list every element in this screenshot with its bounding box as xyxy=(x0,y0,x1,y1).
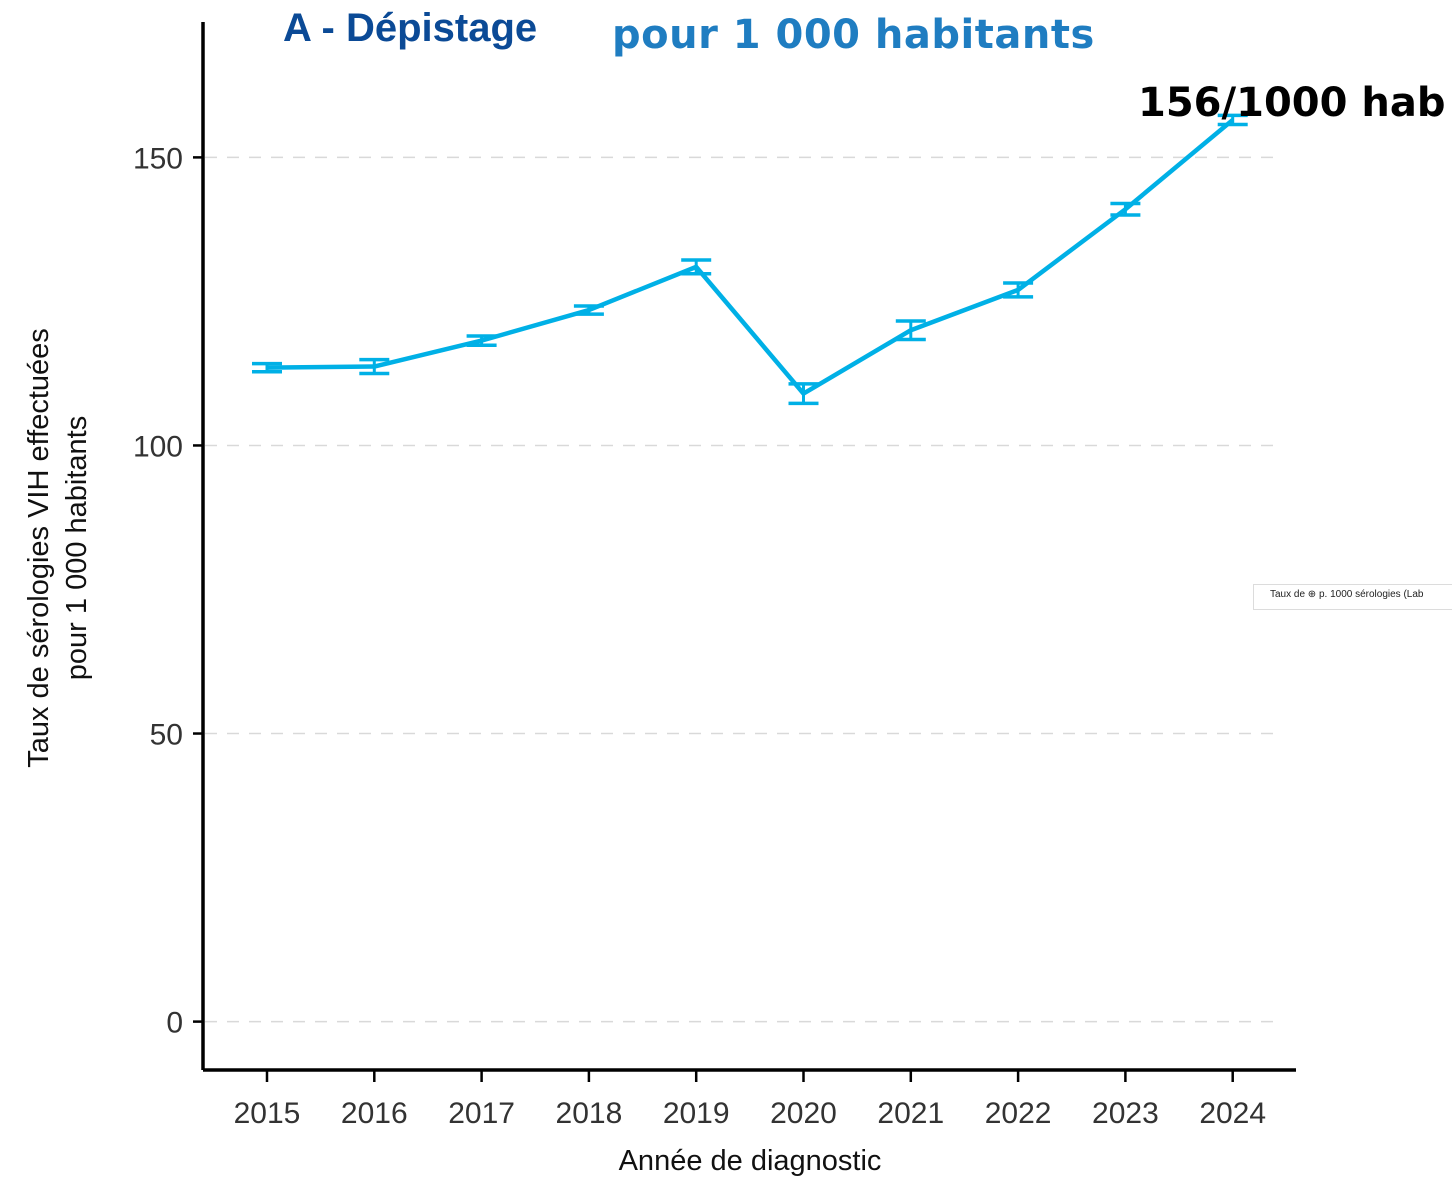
chart-title: A - Dépistage xyxy=(283,6,538,50)
axes xyxy=(201,22,1296,1072)
y-axis-label-line2: pour 1 000 habitants xyxy=(61,415,93,681)
x-tick-label: 2023 xyxy=(1092,1097,1159,1130)
error-bar xyxy=(359,357,390,376)
y-tick-label: 0 xyxy=(166,1007,183,1040)
series-line-group xyxy=(252,113,1248,406)
x-tick-label: 2016 xyxy=(341,1097,408,1130)
error-bar xyxy=(788,382,819,406)
error-bar xyxy=(1003,281,1034,299)
series-line xyxy=(266,118,1235,396)
x-tick-label: 2015 xyxy=(234,1097,301,1130)
x-tick-label: 2022 xyxy=(985,1097,1052,1130)
x-tick-label: 2019 xyxy=(663,1097,730,1130)
x-tick-label: 2020 xyxy=(770,1097,837,1130)
x-tick-label: 2021 xyxy=(877,1097,944,1130)
y-axis-ticks: 0 50 100 150 xyxy=(133,142,203,1040)
y-tick-label: 150 xyxy=(133,142,183,175)
y-tick-label: 100 xyxy=(133,430,183,463)
x-axis-ticks: 2015 2016 2017 2018 2019 2020 2021 2022 2023 2024 xyxy=(234,1070,1266,1130)
value-annotation: 156/1000 hab xyxy=(1138,80,1446,126)
error-bar xyxy=(466,334,497,347)
error-bar xyxy=(681,258,712,276)
error-bar xyxy=(1110,201,1141,217)
x-tick-label: 2018 xyxy=(556,1097,623,1130)
error-bar xyxy=(252,361,282,374)
y-tick-label: 50 xyxy=(150,719,183,752)
x-tick-label: 2017 xyxy=(448,1097,515,1130)
x-axis-label: Année de diagnostic xyxy=(618,1145,882,1177)
chart-subtitle: pour 1 000 habitants xyxy=(612,12,1095,58)
error-bar xyxy=(1217,113,1248,127)
error-bar xyxy=(895,319,926,342)
error-bar xyxy=(573,304,604,316)
y-axis-label: Taux de sérologies VIH effectuées pour 1… xyxy=(20,328,96,768)
gridlines xyxy=(205,156,1283,1023)
y-axis-label-line1: Taux de sérologies VIH effectuées xyxy=(23,328,55,768)
x-tick-label: 2024 xyxy=(1199,1097,1266,1130)
legend-fragment: Taux de ⊕ p. 1000 sérologies (Lab xyxy=(1253,584,1452,610)
